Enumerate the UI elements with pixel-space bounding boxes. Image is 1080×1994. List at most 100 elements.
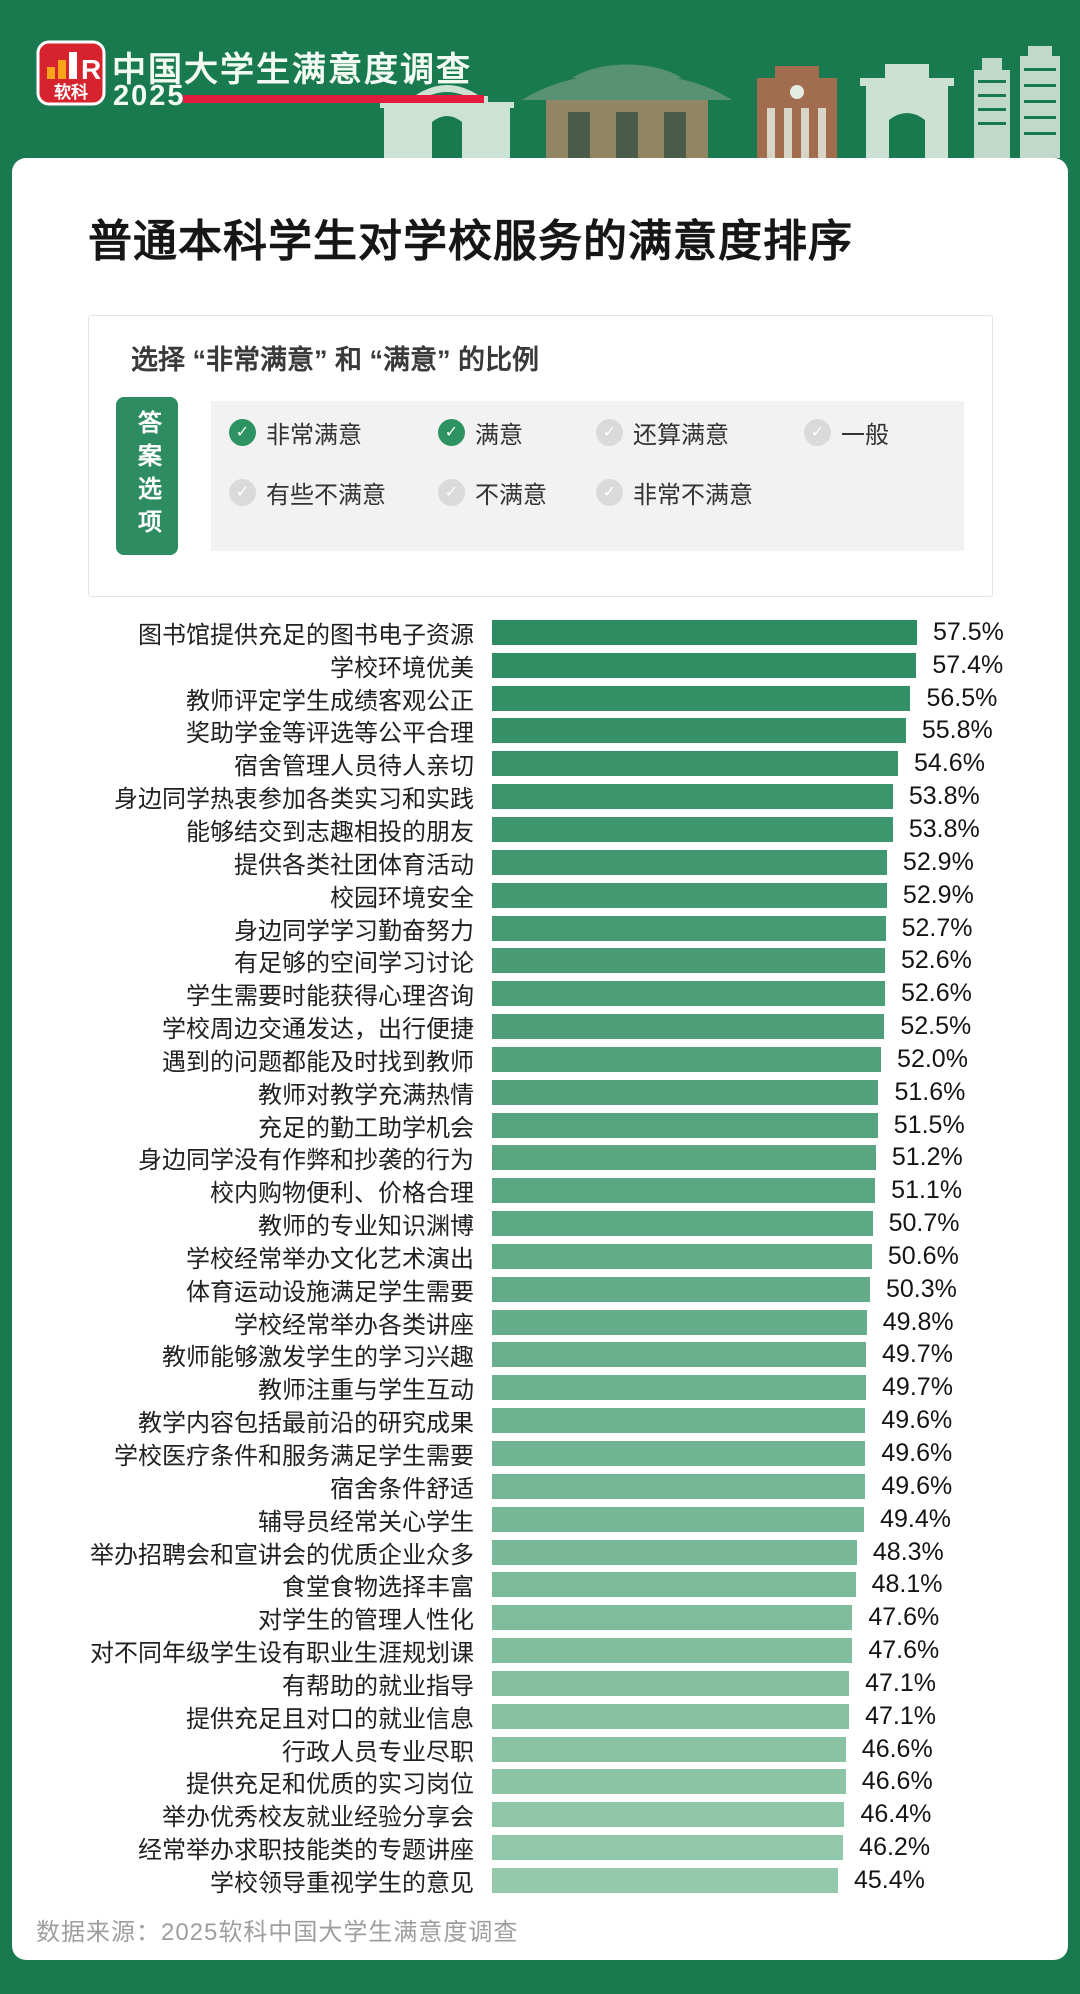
logo-bar-chart-icon [47, 52, 77, 79]
row-value: 47.1% [865, 1668, 936, 1697]
unchecked-icon: ✓ [596, 478, 623, 506]
row-value: 53.8% [908, 782, 980, 811]
chart-row: 身边同学热衷参加各类实习和实践 53.8% [12, 780, 1068, 813]
legend-box: 选择 “非常满意” 和 “满意” 的比例 答案选项 ✓ 非常满意 ✓ 满意 ✓ 还算满意 ✓… [88, 315, 993, 597]
legend-item-label: 还算满意 [633, 421, 729, 449]
row-value: 47.6% [868, 1603, 940, 1632]
chart-row: 举办招聘会和宣讲会的优质企业众多 48.3% [12, 1536, 1068, 1569]
chart-row: 经常举办求职技能类的专题讲座 46.2% [12, 1831, 1068, 1864]
row-value: 50.6% [887, 1241, 959, 1270]
row-value: 51.1% [891, 1176, 963, 1205]
row-value: 52.7% [901, 913, 973, 942]
legend-item: ✓ 不满意 [438, 478, 547, 509]
chart-row: 学校经常举办各类讲座 49.8% [12, 1306, 1068, 1339]
row-bar [492, 1867, 838, 1893]
row-label: 对学生的管理人性化 [258, 1607, 474, 1635]
row-bar [492, 1769, 846, 1795]
gate-building [380, 85, 514, 158]
row-value: 45.4% [853, 1865, 925, 1894]
chart-row: 举办优秀校友就业经验分享会 46.4% [12, 1798, 1068, 1831]
chart-row: 提供各类社团体育活动 52.9% [12, 846, 1068, 879]
chart-row: 能够结交到志趣相投的朋友 53.8% [12, 813, 1068, 846]
row-value: 55.8% [921, 716, 993, 745]
chart-row: 学校环境优美 57.4% [12, 649, 1068, 682]
row-bar [492, 1736, 846, 1762]
chart-row: 体育运动设施满足学生需要 50.3% [12, 1273, 1068, 1306]
row-value: 48.3% [872, 1537, 944, 1566]
row-label: 教师对教学充满热情 [258, 1081, 474, 1109]
chart-row: 提供充足和优质的实习岗位 46.6% [12, 1766, 1068, 1799]
row-bar [492, 1112, 878, 1138]
header-title: 中国大学生满意度调查 [112, 51, 472, 89]
row-label: 举办招聘会和宣讲会的优质企业众多 [90, 1541, 474, 1569]
row-label: 体育运动设施满足学生需要 [186, 1278, 474, 1306]
footer-source: 数据来源：2025软科中国大学生满意度调查 [36, 1919, 519, 1946]
row-bar [492, 849, 887, 875]
row-bar [492, 816, 893, 842]
legend-item: ✓ 有些不满意 [229, 478, 386, 509]
row-label: 学校领导重视学生的意见 [210, 1869, 474, 1897]
gate-arch-opening [432, 116, 462, 158]
row-bar [492, 751, 899, 777]
row-bar [492, 1572, 856, 1598]
row-value: 54.6% [914, 749, 985, 778]
row-label: 有帮助的就业指导 [282, 1672, 474, 1700]
row-bar [492, 1014, 885, 1040]
chart-row: 行政人员专业尽职 46.6% [12, 1733, 1068, 1766]
row-value: 49.8% [882, 1307, 954, 1336]
pavilion-building [522, 64, 732, 158]
row-bar [492, 1408, 866, 1434]
chart-row: 宿舍条件舒适 49.6% [12, 1470, 1068, 1503]
row-label: 遇到的问题都能及时找到教师 [162, 1048, 474, 1076]
row-bar [492, 882, 887, 908]
row-value: 57.5% [932, 617, 1004, 646]
logo-brand-text: 软科 [54, 82, 88, 102]
chart-row: 教师对教学充满热情 51.6% [12, 1076, 1068, 1109]
row-value: 52.5% [900, 1012, 972, 1041]
row-label: 校内购物便利、价格合理 [210, 1180, 474, 1208]
chart-row: 宿舍管理人员待人亲切 54.6% [12, 747, 1068, 780]
row-label: 有足够的空间学习讨论 [234, 950, 474, 978]
row-label: 教师能够激发学生的学习兴趣 [162, 1344, 474, 1372]
row-label: 学校经常举办各类讲座 [234, 1311, 474, 1339]
content-card: 普通本科学生对学校服务的满意度排序 选择 “非常满意” 和 “满意” 的比例 答… [12, 158, 1068, 1960]
row-label: 充足的勤工助学机会 [258, 1114, 474, 1142]
chart-row: 教学内容包括最前沿的研究成果 49.6% [12, 1404, 1068, 1437]
row-bar [492, 1506, 865, 1532]
row-label: 学校环境优美 [330, 654, 474, 682]
unchecked-icon: ✓ [596, 418, 623, 446]
legend-item-label: 一般 [841, 421, 889, 449]
twin-towers-building [974, 46, 1060, 158]
row-label: 身边同学学习勤奋努力 [234, 917, 474, 945]
chart-row: 校园环境安全 52.9% [12, 879, 1068, 912]
chart-row: 身边同学学习勤奋努力 52.7% [12, 912, 1068, 945]
row-label: 教学内容包括最前沿的研究成果 [138, 1410, 474, 1438]
row-bar [492, 718, 906, 744]
legend-item: ✓ 满意 [438, 418, 523, 449]
unchecked-icon: ✓ [229, 478, 256, 506]
chart-row: 提供充足且对口的就业信息 47.1% [12, 1700, 1068, 1733]
row-bar [492, 1441, 866, 1467]
row-bar [492, 915, 886, 941]
chart-row: 辅导员经常关心学生 49.4% [12, 1503, 1068, 1536]
chart-row: 教师的专业知识渊博 50.7% [12, 1207, 1068, 1240]
row-value: 49.7% [882, 1373, 953, 1402]
row-label: 学校经常举办文化艺术演出 [186, 1245, 474, 1273]
checked-icon: ✓ [438, 418, 465, 446]
row-label: 学校周边交通发达，出行便捷 [162, 1016, 474, 1044]
row-label: 提供充足和优质的实习岗位 [186, 1771, 474, 1799]
memorial-arch-building [860, 64, 954, 158]
row-bar [492, 1835, 844, 1861]
row-label: 提供充足且对口的就业信息 [186, 1705, 474, 1733]
campus-skyline-illustration [380, 46, 1060, 158]
row-value: 51.6% [894, 1077, 966, 1106]
legend-item: ✓ 一般 [804, 418, 889, 449]
row-value: 50.3% [885, 1274, 957, 1303]
row-value: 46.6% [861, 1734, 933, 1763]
row-label: 身边同学没有作弊和抄袭的行为 [138, 1147, 474, 1175]
chart-row: 奖助学金等评选等公平合理 55.8% [12, 715, 1068, 747]
row-value: 49.6% [881, 1439, 953, 1468]
row-bar [492, 1243, 872, 1269]
row-bar [492, 1539, 857, 1565]
clock-tower-building [757, 66, 837, 158]
